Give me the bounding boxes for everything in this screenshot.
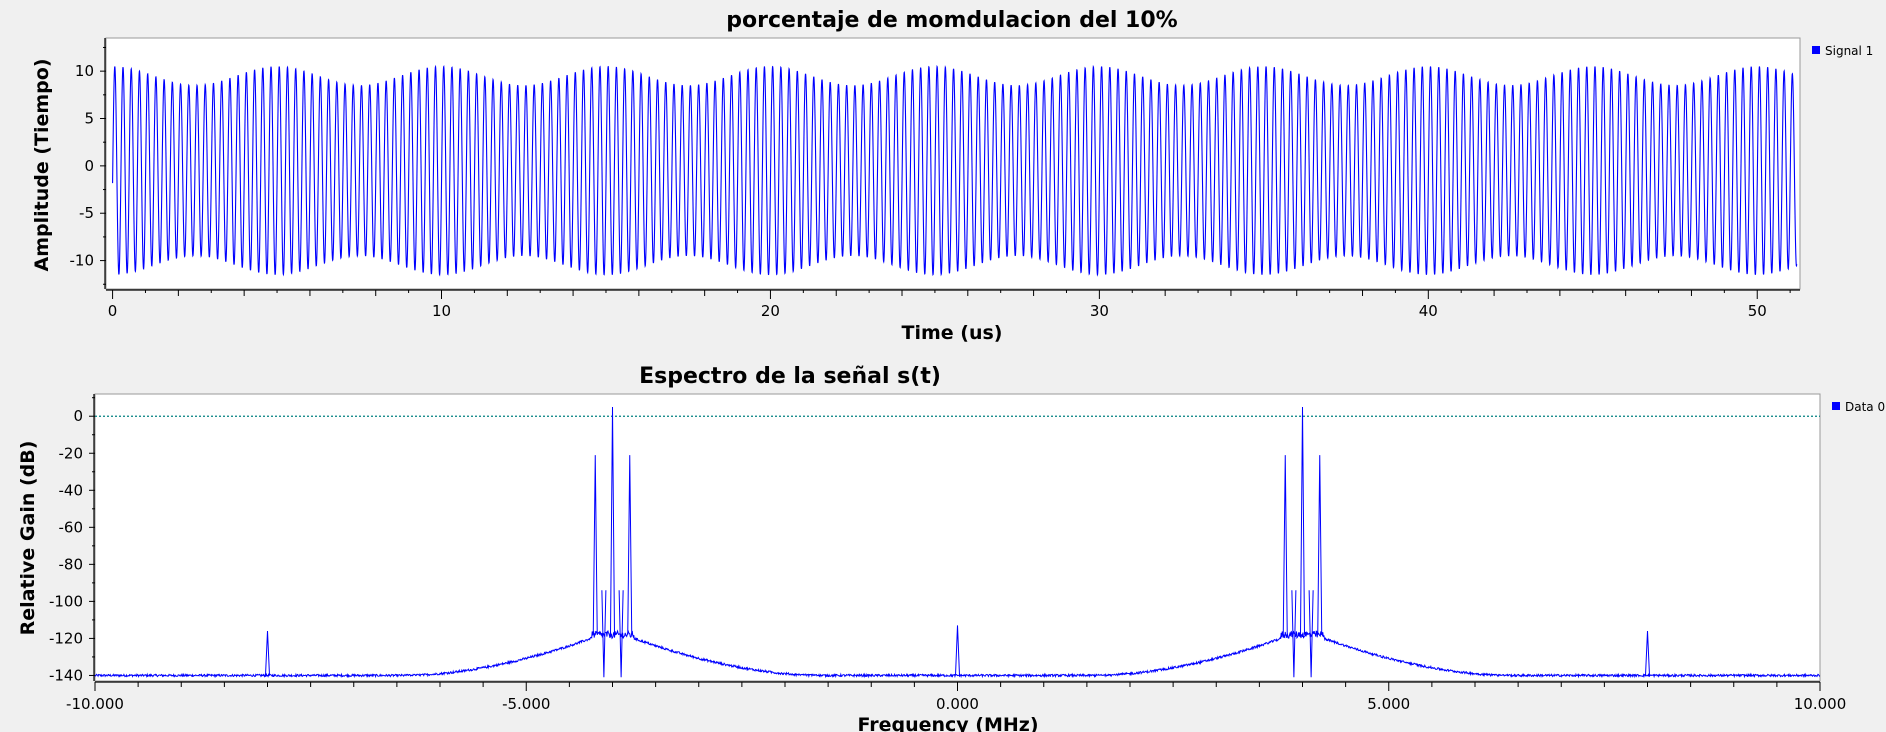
spectrum-y-tick-label: -120: [49, 629, 83, 647]
spectrum-y-tick-label: -80: [59, 555, 84, 573]
time-y-tick-label: 10: [75, 62, 94, 80]
data-0-legend-label: Data 0: [1845, 400, 1885, 414]
time-x-tick-label: 50: [1748, 302, 1767, 320]
spectrum-x-ticks: -10.000 -5.000 0.000 5.000 10.000: [66, 682, 1846, 713]
spectrum-plot-title: Espectro de la señal s(t): [639, 364, 941, 389]
time-y-tick-label: 0: [84, 157, 94, 175]
data-0-series: [94, 406, 1821, 679]
spectrum-plot: Espectro de la señal s(t) 0 -20 -40 -60 -80 -…: [17, 364, 1885, 732]
spectrum-y-tick-label: -60: [59, 518, 84, 536]
time-y-label: Amplitude (Tiempo): [31, 58, 53, 271]
data-0-legend-swatch: [1832, 402, 1840, 410]
spectrum-x-tick-label: 10.000: [1794, 695, 1847, 713]
signal-1-legend-swatch: [1812, 46, 1820, 54]
time-plot: porcentaje de momdulacion del 10% 1050-5…: [31, 8, 1873, 344]
time-y-ticks: 10 5 0 -5 -10: [70, 46, 106, 285]
spectrum-y-tick-label: -100: [49, 592, 83, 610]
time-x-tick-label: 30: [1090, 302, 1109, 320]
spectrum-x-tick-label: -5.000: [502, 695, 550, 713]
time-x-tick-label: 10: [432, 302, 451, 320]
time-y-tick-label: 5: [84, 110, 94, 128]
spectrum-y-tick-label: -140: [49, 666, 83, 684]
spectrum-x-tick-label: 5.000: [1367, 695, 1410, 713]
spectrum-y-tick-label: -40: [59, 481, 84, 499]
time-legend: Signal 1: [1812, 44, 1873, 58]
time-plot-title: porcentaje de momdulacion del 10%: [726, 8, 1177, 33]
spectrum-y-ticks: 0 -20 -40 -60 -80 -100 -120 -140: [49, 397, 95, 684]
spectrum-x-label: Frequency (MHz): [857, 714, 1038, 732]
spectrum-x-tick-label: -10.000: [66, 695, 124, 713]
spectrum-y-tick-label: -20: [59, 444, 84, 462]
signal-1-series: [112, 64, 1798, 277]
time-x-tick-label: 40: [1419, 302, 1438, 320]
signal-1-legend-label: Signal 1: [1825, 44, 1873, 58]
time-y-tick-label: -10: [70, 252, 95, 270]
spectrum-y-tick-label: 0: [73, 407, 83, 425]
spectrum-legend: Data 0: [1832, 400, 1885, 414]
time-x-tick-label: 0: [108, 302, 118, 320]
time-x-label: Time (us): [902, 322, 1003, 344]
time-x-ticks: 0 10 20 30 40 50: [108, 290, 1791, 320]
time-y-tick-label: -5: [79, 204, 94, 222]
time-x-tick-label: 20: [761, 302, 780, 320]
spectrum-x-tick-label: 0.000: [936, 695, 979, 713]
spectrum-y-label: Relative Gain (dB): [17, 441, 39, 636]
